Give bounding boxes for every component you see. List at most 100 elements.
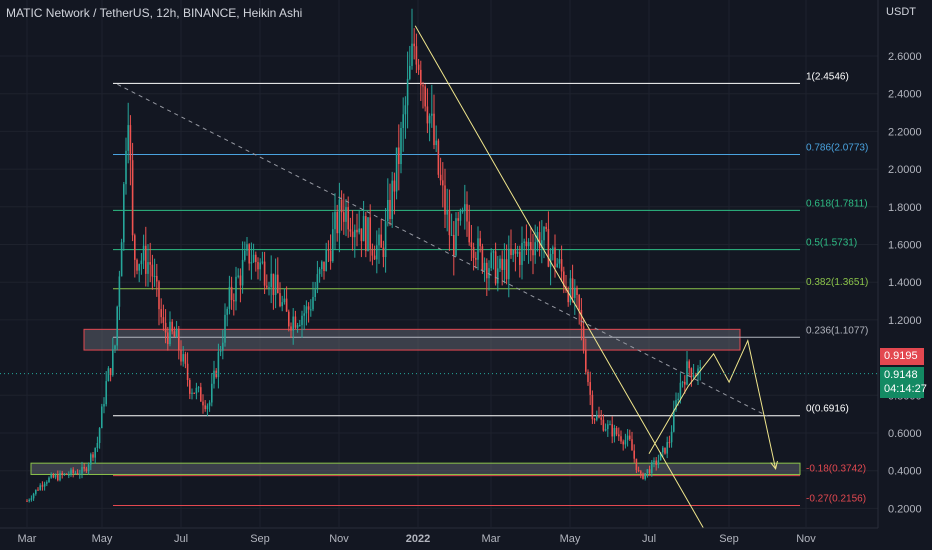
candle-body — [193, 392, 195, 394]
candle-body — [261, 261, 264, 263]
candle-body — [178, 328, 180, 351]
candle-body — [307, 306, 310, 310]
candle-body — [637, 469, 640, 472]
candle-body — [624, 439, 627, 445]
candle-body — [387, 199, 389, 222]
x-tick-label: Nov — [329, 533, 349, 545]
candle-body — [580, 310, 583, 327]
candle-body — [28, 499, 30, 501]
candle-body — [598, 415, 600, 418]
current-price-badge: 0.9148 — [880, 367, 924, 384]
candle-body — [501, 258, 503, 270]
candle-body — [138, 264, 140, 271]
candle-body — [301, 315, 303, 326]
candle-body — [633, 450, 635, 459]
candle-body — [316, 274, 319, 290]
candle-body — [373, 255, 376, 260]
candle-body — [424, 86, 426, 107]
descending-trendline-main[interactable] — [414, 25, 709, 537]
candle-body — [503, 259, 506, 270]
candle-body — [393, 180, 396, 192]
candle-body — [611, 424, 613, 437]
candle-body — [252, 254, 255, 262]
rising-trendline[interactable] — [648, 385, 689, 454]
candle-body — [688, 361, 690, 369]
candle-body — [530, 242, 532, 251]
candle-body — [332, 229, 334, 262]
candle-body — [87, 464, 90, 472]
candle-body — [413, 43, 415, 47]
candle-body — [571, 278, 574, 298]
x-tick-label: Sep — [719, 533, 739, 545]
candle-body — [314, 289, 316, 297]
candle-body — [426, 106, 429, 124]
candle-body — [519, 251, 521, 265]
candle-body — [444, 185, 446, 215]
candle-body — [490, 252, 492, 269]
fib-retracement[interactable]: 1(2.4546) 0.786(2.0773) 0.618(1.7811) 0.5(1… — [113, 71, 868, 506]
y-tick-label: 1.8000 — [888, 202, 922, 214]
candle-body — [85, 468, 88, 472]
candle-body — [52, 474, 55, 478]
candle-body — [255, 254, 257, 263]
candle-body — [475, 257, 477, 260]
candle-body — [131, 160, 134, 236]
candle-body — [464, 204, 466, 211]
candle-body — [442, 180, 444, 186]
candle-body — [136, 259, 138, 271]
candle-body — [98, 428, 101, 443]
candle-body — [547, 228, 550, 267]
candle-body — [129, 125, 132, 161]
trendlines[interactable] — [117, 25, 778, 537]
candle-body — [587, 371, 589, 383]
candle-body — [46, 482, 48, 484]
candle-body — [224, 314, 226, 343]
candle-body — [35, 489, 37, 494]
candle-body — [48, 477, 50, 483]
candle-body — [631, 439, 633, 451]
candle-body — [173, 331, 176, 337]
candle-body — [538, 232, 541, 248]
candle-body — [558, 259, 561, 264]
currency-label: USDT — [886, 6, 916, 18]
candle-body — [402, 114, 404, 128]
candle-body — [406, 78, 409, 106]
candle-body — [318, 269, 321, 275]
candle-body — [257, 262, 259, 270]
candle-body — [582, 326, 585, 351]
candle-body — [371, 248, 374, 256]
candle-body — [422, 85, 424, 87]
support-zone[interactable] — [30, 462, 801, 475]
candle-body — [472, 247, 475, 258]
candle-body — [206, 405, 209, 410]
projection-path[interactable] — [688, 339, 777, 469]
candle-body — [486, 262, 488, 279]
candle-body — [615, 427, 618, 435]
candle-body — [37, 489, 39, 491]
candle-body — [437, 140, 440, 175]
resistance-zone[interactable] — [83, 328, 741, 351]
candle-body — [395, 147, 398, 192]
candle-body — [453, 234, 455, 256]
candle-body — [156, 275, 158, 282]
candle-body — [134, 235, 136, 260]
candle-body — [499, 258, 501, 269]
candle-body — [642, 473, 644, 479]
candle-body — [101, 406, 103, 429]
time-axis[interactable]: Mar May Jul Sep Nov 2022 Mar May Jul Sep Nov — [0, 527, 932, 550]
candle-body — [666, 442, 668, 454]
candle-body — [536, 232, 539, 243]
candle-body — [294, 316, 297, 328]
candle-body — [692, 375, 695, 378]
symbol-title: MATIC Network / TetherUS, 12h, BINANCE, … — [6, 6, 303, 20]
candle-body — [235, 276, 237, 302]
price-axis[interactable]: 2.6000 2.4000 2.2000 2.0000 1.8000 1.6000 1.40… — [877, 0, 932, 550]
candle-body — [54, 475, 57, 478]
descending-trendline-dashed[interactable] — [117, 83, 768, 417]
candle-body — [585, 350, 587, 372]
candle-body — [274, 274, 277, 295]
candle-body — [640, 471, 642, 474]
candle-body — [600, 417, 602, 420]
